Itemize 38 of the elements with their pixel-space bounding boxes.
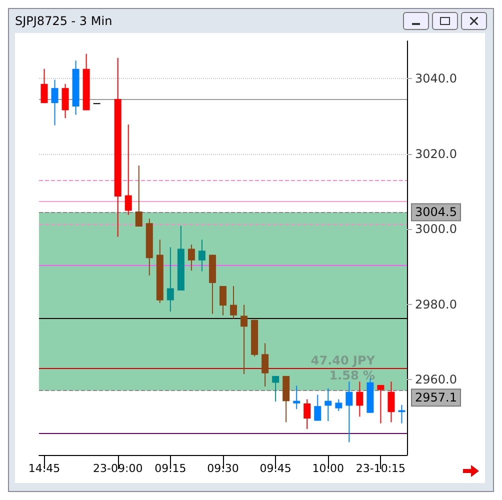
candlestick [188,244,195,272]
x-tick-label: 10:00 [312,462,344,475]
candlestick [220,286,226,316]
candlestick [198,239,206,272]
candlestick [324,388,332,422]
candlestick [398,404,406,424]
candlestick [135,165,142,228]
y-tick-label: 3000.0 [415,222,457,236]
candlestick [40,68,48,104]
x-tick-label: 14:45 [28,462,60,475]
ref-line-label: 3004.5 [415,205,457,220]
x-tick-label: 23-10:15 [356,462,406,475]
candlestick [240,304,248,375]
ref-line-label: 2957.1 [415,390,457,405]
candlestick [304,398,311,430]
candlestick [293,385,300,410]
chart-title: SJPJ8725 - 3 Min [15,14,114,28]
candlestick [335,398,342,412]
y-tick-label: 3020.0 [415,146,457,161]
candlestick [124,124,132,216]
candlestick [388,381,395,423]
candlestick [230,286,238,320]
x-tick-label: 09:30 [207,462,239,475]
candlestick [346,381,353,443]
candlestick [356,381,364,418]
x-tick-label: 23-09:00 [93,462,143,475]
y-tick-label: 2960.0 [415,372,457,387]
candlestick [166,246,174,312]
candlestick [62,83,69,119]
x-tick-label: 09:45 [260,462,292,475]
y-tick-label: 2980.0 [415,297,457,312]
candlestick [51,79,58,126]
candlestick [262,342,269,387]
candlestick [272,375,280,402]
x-tick-label: 09:15 [154,462,186,475]
y-tick-label: 3040.0 [415,72,457,86]
candlestick [314,394,322,422]
candlestick [377,384,384,424]
